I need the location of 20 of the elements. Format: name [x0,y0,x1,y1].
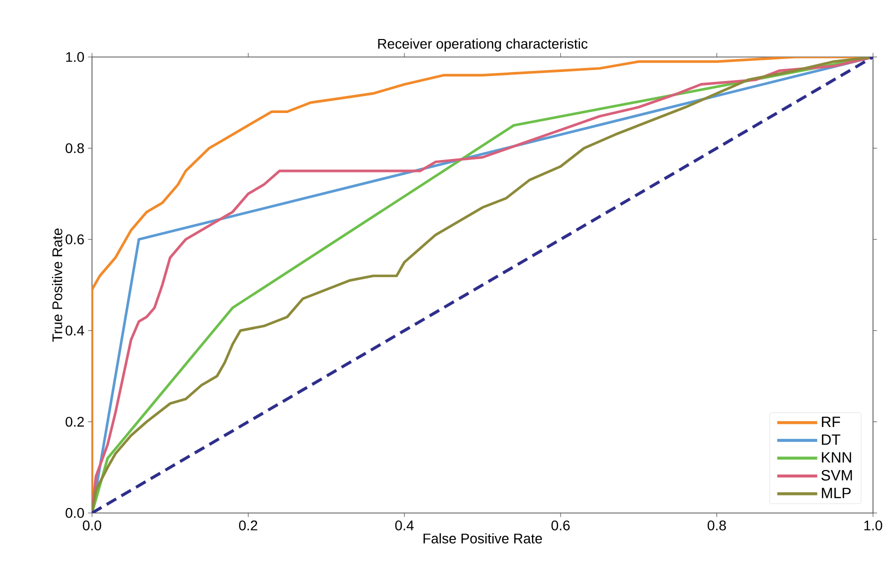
y-tick-label: 0.2 [66,416,84,427]
legend-label: SVM [821,470,852,481]
x-tick-label: 0.0 [82,520,102,530]
x-tick-label: 0.4 [395,520,414,530]
x-tick-label: 0.8 [708,520,726,530]
y-tick-label: 0.0 [66,508,84,518]
legend-label: DT [822,434,840,445]
x-tick-label: 0.6 [551,520,570,530]
y-tick-label: 0.8 [66,143,84,154]
chart-title: Receiver operationg characteristic [378,38,588,52]
y-tick-label: 0.4 [66,326,84,336]
legend-label: KNN [822,452,852,463]
legend-label: MLP [822,488,851,498]
x-axis-title: False Positive Rate [424,533,542,544]
y-axis-title: True Positive Rate [52,228,62,342]
x-tick-label: 1.0 [864,520,882,530]
legend-label: RF [822,416,840,427]
y-tick-label: 1.0 [66,52,84,62]
y-tick-label: 0.6 [66,234,84,244]
x-tick-label: 0.2 [239,520,258,530]
